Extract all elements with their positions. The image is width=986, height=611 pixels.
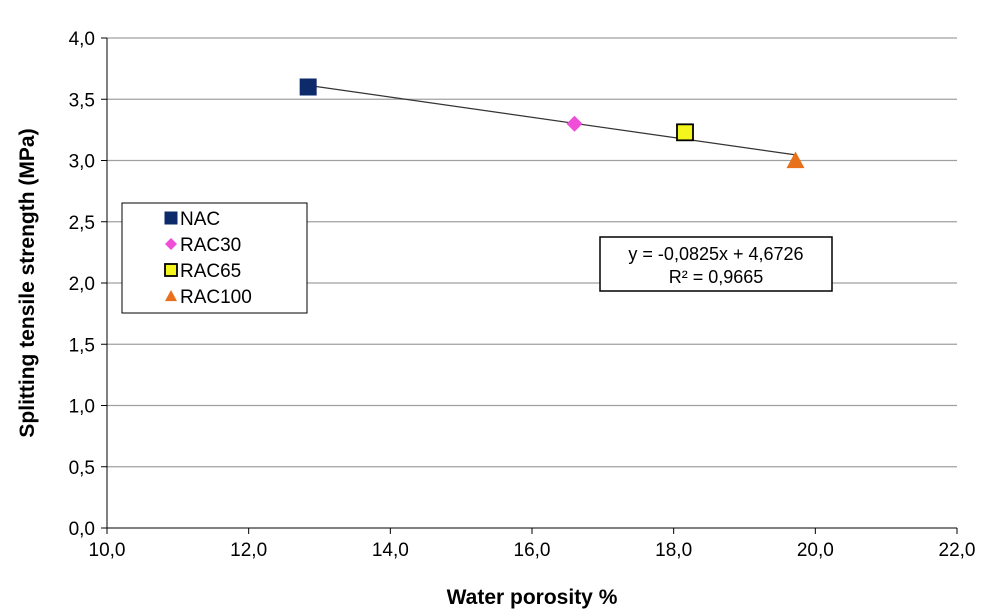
y-axis-label: Splitting tensile strength (MPa) — [16, 128, 39, 437]
equation-box: y = -0,0825x + 4,6726 R² = 0,9665 — [599, 236, 833, 292]
data-point-rac30 — [566, 115, 583, 132]
trendline — [308, 84, 796, 156]
legend-label: NAC — [180, 209, 220, 230]
legend-label: RAC30 — [180, 235, 241, 256]
y-tick-label: 3,0 — [69, 152, 95, 173]
legend-label: RAC100 — [180, 287, 252, 308]
x-tick-label: 12,0 — [230, 540, 267, 561]
data-point-rac65 — [676, 123, 694, 142]
y-tick-label: 2,0 — [69, 274, 95, 295]
x-tick-label: 10,0 — [89, 540, 126, 561]
y-tick-label: 1,0 — [69, 397, 95, 418]
y-tick-label: 2,5 — [69, 213, 95, 234]
y-tick-label: 4,0 — [69, 29, 95, 50]
trendline-equation: y = -0,0825x + 4,6726 — [628, 244, 803, 264]
x-tick-label: 20,0 — [797, 540, 834, 561]
x-tick-label: 18,0 — [655, 540, 692, 561]
legend-label: RAC65 — [180, 261, 241, 282]
legend: NAC RAC30 RAC65 RAC100 — [121, 202, 308, 314]
legend-marker-nac — [164, 211, 178, 225]
y-tick-label: 0,0 — [69, 519, 95, 540]
x-axis-label: Water porosity % — [447, 586, 618, 609]
y-tick-label: 1,5 — [69, 335, 95, 356]
data-point-rac100 — [786, 151, 805, 169]
tick-labels: 0,0 0,5 1,0 1,5 2,0 2,5 3,0 3,5 4,0 10,0 12,0 14,0 1… — [69, 29, 976, 561]
legend-marker-rac30 — [165, 238, 177, 250]
y-tick-label: 3,5 — [69, 90, 95, 111]
legend-marker-rac100 — [165, 290, 177, 302]
y-tick-label: 0,5 — [69, 458, 95, 479]
data-point-nac — [299, 78, 317, 96]
x-tick-label: 22,0 — [939, 540, 976, 561]
x-tick-label: 16,0 — [514, 540, 551, 561]
data-points — [299, 78, 805, 169]
x-tick-label: 14,0 — [372, 540, 409, 561]
trendline-r2: R² = 0,9665 — [669, 267, 764, 287]
legend-marker-rac65 — [164, 263, 178, 277]
